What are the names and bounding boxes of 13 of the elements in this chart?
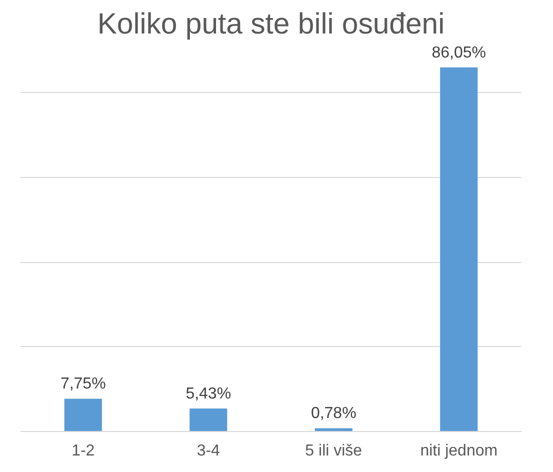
x-tick-label: 1-2 (72, 442, 95, 460)
chart-title: Koliko puta ste bili osuđeni (97, 8, 445, 40)
bar (440, 67, 478, 432)
bar (190, 408, 228, 432)
x-tick-label: 3-4 (196, 442, 220, 460)
x-tick-label: niti jednom (420, 442, 498, 460)
data-label: 86,05% (432, 44, 486, 62)
bar (64, 398, 102, 432)
data-label: 7,75% (60, 376, 106, 393)
bar (314, 428, 352, 432)
data-label: 5,43% (186, 386, 232, 403)
data-label: 0,78% (310, 405, 356, 422)
x-tick-label: 5 ili više (305, 442, 362, 460)
